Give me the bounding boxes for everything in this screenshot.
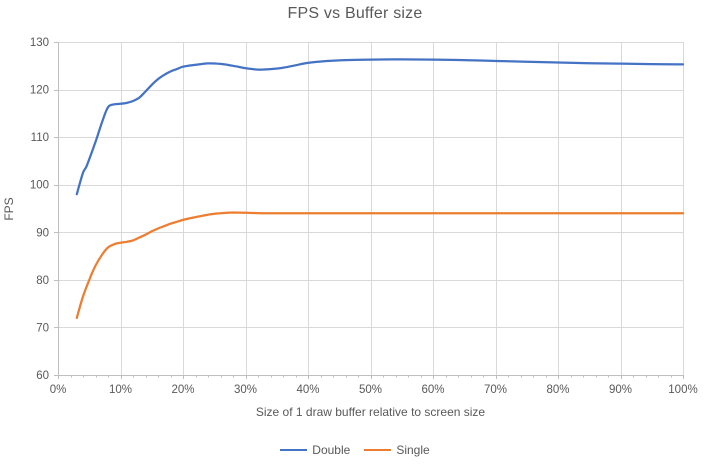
series-line-single bbox=[75, 211, 685, 320]
y-tick-label: 70 bbox=[36, 322, 49, 334]
legend-line-swatch-double bbox=[280, 448, 308, 452]
y-axis-title: FPS bbox=[2, 197, 16, 221]
x-tick-label: 80% bbox=[546, 384, 569, 396]
legend: Double Single bbox=[0, 441, 710, 459]
legend-line-swatch-single bbox=[364, 448, 392, 452]
y-tick-label: 120 bbox=[30, 85, 49, 97]
x-tick-label: 0% bbox=[50, 384, 67, 396]
x-tick-label: 30% bbox=[234, 384, 257, 396]
x-tick-label: 50% bbox=[359, 384, 382, 396]
x-axis-title: Size of 1 draw buffer relative to screen… bbox=[255, 405, 486, 419]
y-tick-label: 130 bbox=[30, 37, 49, 49]
x-tick-label: 90% bbox=[609, 384, 632, 396]
x-tick-label: 70% bbox=[484, 384, 507, 396]
x-tick-label: 60% bbox=[421, 384, 444, 396]
series-line-double bbox=[75, 58, 685, 196]
x-tick-label: 100% bbox=[668, 384, 697, 396]
legend-label-single: Single bbox=[396, 443, 430, 457]
legend-item-single: Single bbox=[364, 443, 430, 457]
y-tick-label: 90 bbox=[36, 227, 49, 239]
x-tick-label: 20% bbox=[171, 384, 194, 396]
y-tick-label: 80 bbox=[36, 275, 49, 287]
y-tick-label: 60 bbox=[36, 370, 49, 382]
chart-title: FPS vs Buffer size bbox=[287, 5, 423, 22]
y-tick-label: 100 bbox=[30, 180, 49, 192]
legend-label-double: Double bbox=[312, 443, 351, 457]
x-tick-label: 40% bbox=[296, 384, 319, 396]
x-tick-label: 10% bbox=[109, 384, 132, 396]
y-tick-label: 110 bbox=[31, 132, 49, 144]
legend-item-double: Double bbox=[280, 443, 350, 457]
